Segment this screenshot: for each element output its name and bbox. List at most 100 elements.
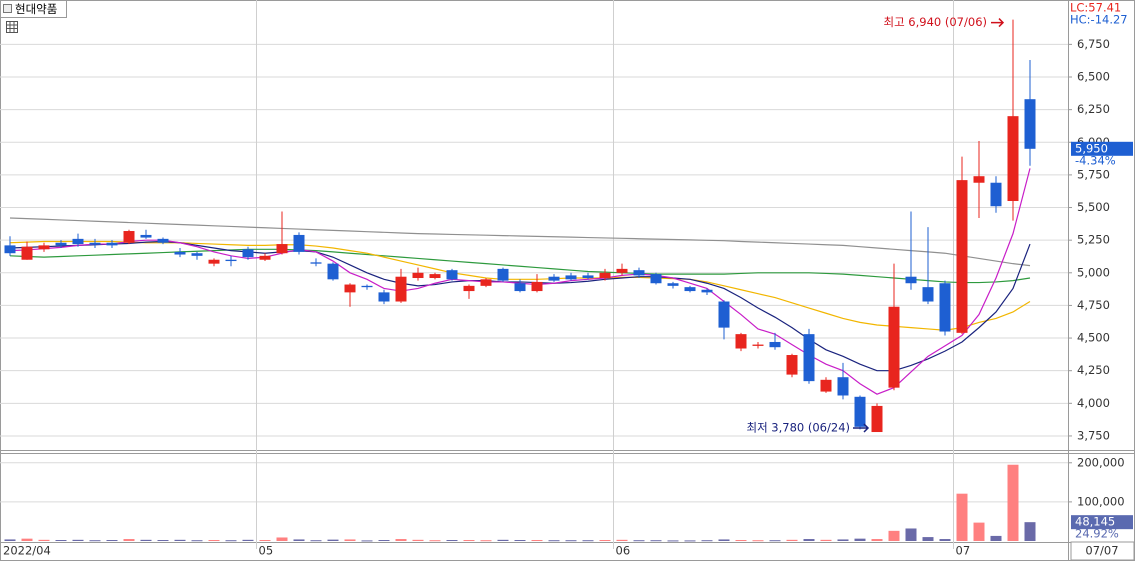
volume-bar	[514, 540, 526, 542]
last-price-box	[1071, 141, 1133, 156]
volume-bar	[990, 535, 1002, 541]
candle-body	[616, 268, 628, 273]
candle-body	[55, 242, 67, 246]
volume-bar	[633, 540, 645, 542]
candle-body	[837, 377, 849, 396]
candle-body	[310, 262, 322, 264]
candle-body	[72, 238, 84, 245]
volume-bar	[531, 540, 543, 542]
candle-body	[327, 263, 339, 280]
candle-body	[463, 285, 475, 292]
candle-body	[735, 334, 747, 349]
candle-body	[276, 244, 288, 254]
volume-bar	[72, 539, 84, 541]
candle-body	[718, 301, 730, 328]
volume-bar	[293, 539, 305, 541]
annotation-arrow	[853, 423, 870, 433]
volume-bar	[497, 539, 509, 541]
candle-body	[582, 275, 594, 279]
candle-body	[752, 344, 764, 346]
volume-bar	[922, 537, 934, 541]
candle-body	[514, 283, 526, 292]
volume-bar	[4, 539, 16, 541]
candle-body	[429, 274, 441, 279]
volume-bar	[429, 540, 441, 542]
volume-bar	[769, 540, 781, 542]
volume-bar	[191, 540, 203, 542]
table-icon[interactable]	[6, 21, 18, 33]
volume-bar	[939, 539, 951, 541]
moving-average	[9, 217, 1031, 267]
y-tick-label: 4,250	[1077, 363, 1110, 377]
volume-bar	[106, 540, 118, 542]
current-date: 07/07	[1085, 544, 1118, 558]
volume-bar	[55, 540, 67, 542]
volume-bar	[837, 539, 849, 541]
y-tick-label: 5,000	[1077, 265, 1110, 279]
volume-bar	[89, 540, 101, 542]
candle-body	[667, 283, 679, 286]
annotation-arrow	[991, 18, 1005, 28]
volume-bar	[599, 540, 611, 542]
volume-bar	[327, 539, 339, 541]
candle-body	[208, 259, 220, 264]
y-tick-label: 5,750	[1077, 167, 1110, 181]
volume-bar	[123, 539, 135, 541]
x-tick-label: 05	[259, 544, 274, 558]
volume-bar	[310, 540, 322, 542]
volume-bar	[344, 539, 356, 541]
volume-bar	[871, 539, 883, 541]
volume-bar	[548, 540, 560, 542]
volume-bar	[616, 539, 628, 541]
grid	[0, 0, 1072, 549]
candle-body	[905, 276, 917, 284]
annotation: 최저 3,780 (06/24)	[746, 421, 850, 435]
volume-bar	[905, 528, 917, 541]
candle-body	[1024, 99, 1036, 149]
y-tick-label: 6,500	[1077, 70, 1110, 84]
candle-body	[854, 396, 866, 427]
candle-body	[378, 292, 390, 302]
candle-body	[565, 275, 577, 280]
annotation: 최고 6,940 (07/06)	[883, 15, 987, 29]
candle-body	[4, 245, 16, 254]
volume-bar	[38, 539, 50, 541]
marks	[4, 19, 1036, 542]
volume-bar	[208, 540, 220, 542]
title-box[interactable]	[0, 0, 67, 18]
y-tick-label: 100,000	[1077, 494, 1125, 508]
candle-body	[89, 242, 101, 245]
last-volume: 48,145	[1075, 515, 1115, 529]
candle-body	[769, 341, 781, 348]
volume-bar	[718, 539, 730, 541]
indicator: LC:57.41	[1070, 1, 1121, 15]
volume-bar	[854, 538, 866, 541]
candle-body	[786, 355, 798, 375]
labels: 3,750 4,000 4,250 4,500 4,750 5,000 5,250 5,500…	[3, 1, 1133, 558]
candle-body	[140, 234, 152, 238]
volume-bar	[888, 530, 900, 541]
indicator: HC:-14.27	[1070, 13, 1128, 27]
y-tick-label: 5,500	[1077, 200, 1110, 214]
volume-bar	[412, 539, 424, 541]
candle-body	[990, 182, 1002, 207]
candle-body	[820, 379, 832, 392]
chart-title: 현대약품	[15, 2, 57, 16]
candle-body	[259, 255, 271, 260]
volume-bar	[973, 522, 985, 541]
volume-bar	[786, 539, 798, 541]
last-price-change: -4.34%	[1075, 153, 1116, 167]
candle-body	[497, 268, 509, 281]
volume-bar	[803, 539, 815, 541]
volume-bar	[463, 540, 475, 542]
candle-body	[684, 287, 696, 292]
candle-body	[888, 306, 900, 388]
candle-body	[633, 270, 645, 276]
last-volume-box	[1071, 515, 1133, 530]
date-box	[1070, 541, 1135, 561]
candle-body	[395, 276, 407, 302]
candle-body	[21, 246, 33, 260]
candle-body	[446, 270, 458, 280]
candle-body	[650, 274, 662, 284]
